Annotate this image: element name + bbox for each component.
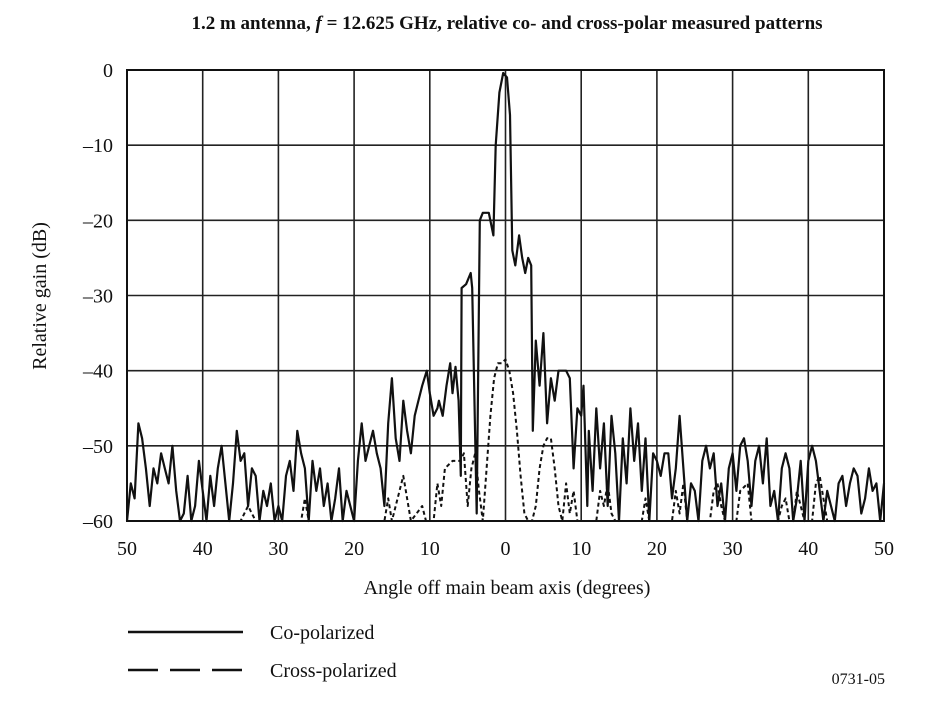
- series-line-co-polarized: [125, 71, 886, 523]
- legend: Co-polarized Cross-polarized: [128, 622, 397, 682]
- x-axis-label: Angle off main beam axis (degrees): [364, 577, 651, 599]
- x-tick-label: 20: [647, 538, 667, 560]
- legend-label-cross-polarized: Cross-polarized: [270, 660, 397, 682]
- y-tick-labels: 0 –10 –20 –30 –40 –50 –60: [82, 60, 113, 533]
- series-line-cross-polarized: [127, 358, 884, 522]
- x-tick-label: 30: [723, 538, 743, 560]
- legend-label-co-polarized: Co-polarized: [270, 622, 374, 644]
- x-tick-label: 0: [501, 538, 511, 560]
- plot-frame: [126, 69, 885, 522]
- figure-id: 0731-05: [832, 671, 885, 688]
- y-tick-label: –20: [82, 210, 113, 232]
- x-tick-label: 50: [874, 538, 894, 560]
- x-tick-label: 40: [193, 538, 213, 560]
- y-tick-label: –30: [82, 286, 113, 308]
- y-tick-label: –10: [82, 135, 113, 157]
- y-axis-label: Relative gain (dB): [29, 222, 51, 370]
- x-tick-label: 10: [420, 538, 440, 560]
- y-tick-label: –60: [82, 511, 113, 533]
- chart-title: 1.2 m antenna, f = 12.625 GHz, relative …: [191, 13, 822, 34]
- y-tick-label: 0: [103, 60, 113, 82]
- x-tick-label: 10: [571, 538, 591, 560]
- y-tick-label: –40: [82, 361, 113, 383]
- x-tick-label: 40: [798, 538, 818, 560]
- x-tick-label: 30: [268, 538, 288, 560]
- y-tick-label: –50: [82, 436, 113, 458]
- x-tick-label: 20: [344, 538, 364, 560]
- x-tick-labels: 50 40 30 20 10 0 10 20 30 40 50: [117, 538, 894, 560]
- series-layer: [125, 71, 886, 523]
- x-tick-label: 50: [117, 538, 137, 560]
